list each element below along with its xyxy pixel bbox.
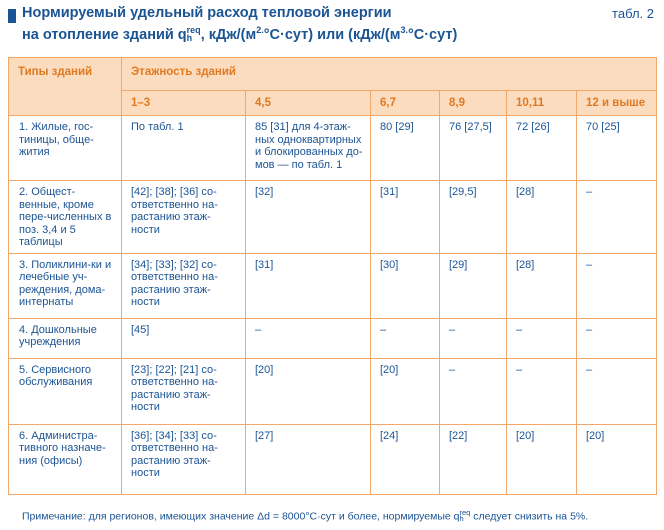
table-cell: [45] [121, 317, 246, 359]
table-cell: [20] [506, 423, 577, 495]
table-cell: [30] [370, 252, 440, 319]
page-title: Нормируемый удельный расход тепловой эне… [22, 5, 582, 44]
title-marker [8, 9, 16, 23]
title-line-2-prefix: на отопление зданий q [22, 26, 187, 43]
table-row: 4. Дошкольные учреждения [45] – – – – – [8, 317, 658, 359]
header-floor-5: 10,11 [506, 90, 577, 116]
row-building-type: 2. Общест-венные, кроме пере-численных в… [8, 180, 122, 254]
table-cell: 80 [29] [370, 115, 440, 181]
table-cell: – [575, 252, 658, 319]
title-line-1: Нормируемый удельный расход тепловой эне… [22, 5, 392, 21]
header-floor-6: 12 и выше [575, 90, 658, 116]
table-cell: [20] [370, 357, 440, 425]
row-building-type: 6. Администра-тивного назначе-ния (офисы… [8, 423, 122, 495]
header-floor-4: 8,9 [439, 90, 507, 116]
note-q-sub: h [459, 514, 464, 523]
table-row: 1. Жилые, гос-тиницы, обще-жития По табл… [8, 115, 658, 181]
table-cell: [28] [506, 252, 577, 319]
note-prefix: Примечание: для регионов, имеющих значен… [22, 510, 460, 523]
header-floors: Этажность зданий [120, 57, 658, 91]
header-floor-2: 4,5 [245, 90, 371, 116]
header-floor-3: 6,7 [370, 90, 440, 116]
table-cell: – [439, 317, 507, 359]
table-cell: 76 [27,5] [439, 115, 507, 181]
title-q-sub: h [186, 33, 193, 43]
title-line-2: на отопление зданий qreq h, кДж/(м2.°С·су… [22, 22, 582, 44]
table-cell: – [575, 357, 658, 425]
table-row: 6. Администра-тивного назначе-ния (офисы… [8, 423, 658, 495]
table-cell: – [575, 317, 658, 359]
table-row: 2. Общест-венные, кроме пере-численных в… [8, 180, 658, 254]
table-cell: [42]; [38]; [36] со-ответственно на-раст… [121, 180, 246, 254]
table-number: табл. 2 [612, 6, 654, 21]
table-cell: По табл. 1 [121, 115, 246, 181]
row-building-type: 1. Жилые, гос-тиницы, обще-жития [8, 115, 122, 181]
table-cell: 70 [25] [575, 115, 658, 181]
table-cell: [36]; [34]; [33] со-ответственно на-раст… [121, 423, 246, 495]
table-cell: [22] [439, 423, 507, 495]
header-row-main: Типы зданий Этажность зданий [8, 57, 658, 116]
table-cell: [31] [245, 252, 371, 319]
title-unit-sup-1: 2. [256, 25, 264, 35]
table-cell: – [245, 317, 371, 359]
header-building-type: Типы зданий [8, 57, 122, 116]
title-unit-2: °С·сут) или (кДж/(м [263, 26, 401, 43]
title-q-index: req h [187, 22, 201, 44]
table-cell: – [506, 357, 577, 425]
table-cell: [20] [245, 357, 371, 425]
table-cell: 85 [31] для 4-этаж-ных одноквартирных и … [245, 115, 371, 181]
note-suffix: следует снизить на 5%. [470, 510, 589, 523]
table-cell: [31] [370, 180, 440, 254]
table-cell: [27] [245, 423, 371, 495]
heat-consumption-table: Типы зданий Этажность зданий 1–3 4,5 6,7… [8, 57, 658, 495]
table-cell: [23]; [22]; [21] со-ответственно на-раст… [121, 357, 246, 425]
table-cell: [24] [370, 423, 440, 495]
table-cell: [29] [439, 252, 507, 319]
note-q-sup: req [459, 508, 471, 517]
table-cell: – [439, 357, 507, 425]
table-footnote: Примечание: для регионов, имеющих значен… [22, 508, 588, 523]
table-cell: [28] [506, 180, 577, 254]
header-row-floors: 1–3 4,5 6,7 8,9 10,11 12 и выше [9, 90, 658, 116]
title-unit-1: , кДж/(м [200, 26, 257, 43]
title-unit-sup-2: 3. [400, 25, 408, 35]
table-row: 5. Сервисного обслуживания [23]; [22]; [… [8, 357, 658, 425]
row-building-type: 4. Дошкольные учреждения [8, 317, 122, 359]
table-cell: [34]; [33]; [32] со-ответственно на-раст… [121, 252, 246, 319]
table-cell: – [506, 317, 577, 359]
table-cell: – [370, 317, 440, 359]
table-row: 3. Поликлини-ки и лечебные уч-реждения, … [8, 252, 658, 319]
table-cell: [20] [575, 423, 658, 495]
title-q-sup: req [186, 25, 201, 35]
row-building-type: 5. Сервисного обслуживания [8, 357, 122, 425]
header-floor-1: 1–3 [121, 90, 246, 116]
table-cell: [32] [245, 180, 371, 254]
table-cell: [29,5] [439, 180, 507, 254]
table-cell: 72 [26] [506, 115, 577, 181]
table-cell: – [575, 180, 658, 254]
title-unit-3: °С·сут) [407, 26, 458, 43]
note-q-index: req h [460, 508, 471, 523]
row-building-type: 3. Поликлини-ки и лечебные уч-реждения, … [8, 252, 122, 319]
